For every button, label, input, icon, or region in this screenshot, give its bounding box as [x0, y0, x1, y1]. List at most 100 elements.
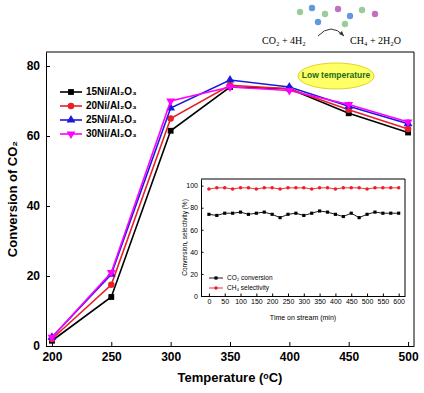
- series-marker: [389, 212, 392, 215]
- x-tick: 500: [362, 294, 374, 305]
- legend-label: 25Ni/Al₂O₃: [86, 114, 137, 125]
- x-tick-label: 500: [399, 350, 419, 364]
- series-marker: [247, 186, 251, 190]
- y-tick: 60: [190, 227, 203, 234]
- series-marker: [285, 88, 294, 96]
- x-tick-mark: [408, 342, 409, 346]
- y-tick-mark: [201, 274, 204, 275]
- series-marker: [326, 211, 329, 214]
- legend-item: 20Ni/Al₂O₃: [60, 100, 137, 111]
- plot-area: [48, 75, 413, 344]
- series-marker: [239, 186, 243, 190]
- series-marker: [318, 186, 322, 190]
- x-tick-label: 450: [339, 350, 359, 364]
- legend-item: CO₂ conversion: [209, 274, 273, 281]
- x-tick-mark: [272, 294, 273, 297]
- y-tick-label: 60: [27, 129, 41, 143]
- series-marker: [302, 186, 306, 190]
- series-line: [52, 80, 408, 337]
- series-marker: [108, 294, 114, 300]
- series-marker: [373, 186, 377, 190]
- y-tick-label: 20: [190, 271, 198, 278]
- series-marker: [215, 214, 218, 217]
- annotations: CO₂ + 4H₂ CH₄ + 2H₂O Low temperature: [262, 29, 401, 89]
- molecule-decoration: [297, 5, 378, 27]
- series-marker: [226, 75, 235, 83]
- series-marker: [357, 186, 361, 190]
- x-tick-label: 50: [221, 298, 229, 305]
- chart-1: 0501001502002503003504004505005506000204…: [177, 175, 409, 324]
- x-tick: 150: [251, 294, 263, 305]
- legend-marker: [68, 103, 75, 110]
- series-marker: [262, 186, 266, 190]
- x-tick-label: 0: [207, 298, 211, 305]
- y-tick: 0: [33, 339, 50, 353]
- series-marker: [223, 186, 227, 190]
- molecule-atom: [322, 11, 328, 17]
- x-tick-label: 250: [283, 298, 295, 305]
- y-tick-mark: [46, 276, 50, 277]
- legend-item: 25Ni/Al₂O₃: [60, 114, 137, 125]
- x-tick-mark: [349, 342, 350, 346]
- y-tick: 20: [27, 269, 50, 283]
- series-marker: [302, 214, 305, 217]
- chart-container: 200250300350400450500020406080Temperatur…: [0, 0, 424, 393]
- legend-marker: [67, 131, 76, 139]
- series-marker: [255, 212, 258, 215]
- series-marker: [310, 212, 313, 215]
- series-marker: [381, 212, 384, 215]
- series-marker: [263, 211, 266, 214]
- x-tick-mark: [241, 294, 242, 297]
- annotation-reactants: CO₂ + 4H₂: [262, 35, 306, 46]
- x-tick-mark: [171, 342, 172, 346]
- series-marker: [278, 187, 282, 191]
- y-tick-label: 40: [27, 199, 41, 213]
- x-tick-label: 450: [346, 298, 358, 305]
- frame-top: [201, 179, 405, 180]
- series-marker: [231, 212, 234, 215]
- y-tick-label: 80: [190, 204, 198, 211]
- x-tick-mark: [289, 342, 290, 346]
- y-tick-mark: [201, 208, 204, 209]
- series-marker: [270, 186, 274, 190]
- annotation-cloud-label: Low temperature: [302, 70, 371, 80]
- x-tick: 400: [330, 294, 342, 305]
- series-marker: [207, 213, 210, 216]
- frame-right: [414, 52, 415, 346]
- series-line: [52, 87, 408, 337]
- y-tick-mark: [201, 252, 204, 253]
- y-axis-line: [46, 53, 47, 347]
- x-tick: 350: [314, 294, 326, 305]
- legend: CO₂ conversionCH₄ selectivity: [209, 274, 273, 292]
- x-axis-line: [47, 346, 415, 347]
- y-tick: 80: [27, 59, 50, 73]
- x-tick: 250: [283, 294, 295, 305]
- y-tick: 40: [190, 249, 203, 256]
- series-marker: [381, 186, 385, 190]
- series-marker: [358, 216, 361, 219]
- molecule-atom: [297, 9, 303, 15]
- x-tick-mark: [304, 294, 305, 297]
- series-marker: [334, 213, 337, 216]
- annotation-products: CH₄ + 2H₂O: [350, 35, 401, 46]
- x-tick-mark: [351, 294, 352, 297]
- x-tick: 200: [42, 342, 62, 364]
- molecule-atom: [347, 13, 353, 19]
- y-tick: 80: [190, 204, 203, 211]
- x-tick: 250: [102, 342, 122, 364]
- x-tick: 0: [207, 294, 211, 305]
- series-marker: [365, 213, 368, 216]
- x-tick-mark: [383, 294, 384, 297]
- x-tick-label: 250: [102, 350, 122, 364]
- x-tick: 350: [220, 342, 240, 364]
- series-marker: [278, 216, 281, 219]
- series-marker: [365, 187, 369, 191]
- y-tick: 0: [194, 293, 203, 300]
- plot-area: [207, 186, 400, 219]
- x-tick-mark: [225, 294, 226, 297]
- series-line: [52, 87, 408, 341]
- legend-label: CO₂ conversion: [227, 274, 273, 281]
- annotation-cloud: [298, 63, 374, 89]
- y-tick-mark: [46, 206, 50, 207]
- series-marker: [107, 270, 116, 278]
